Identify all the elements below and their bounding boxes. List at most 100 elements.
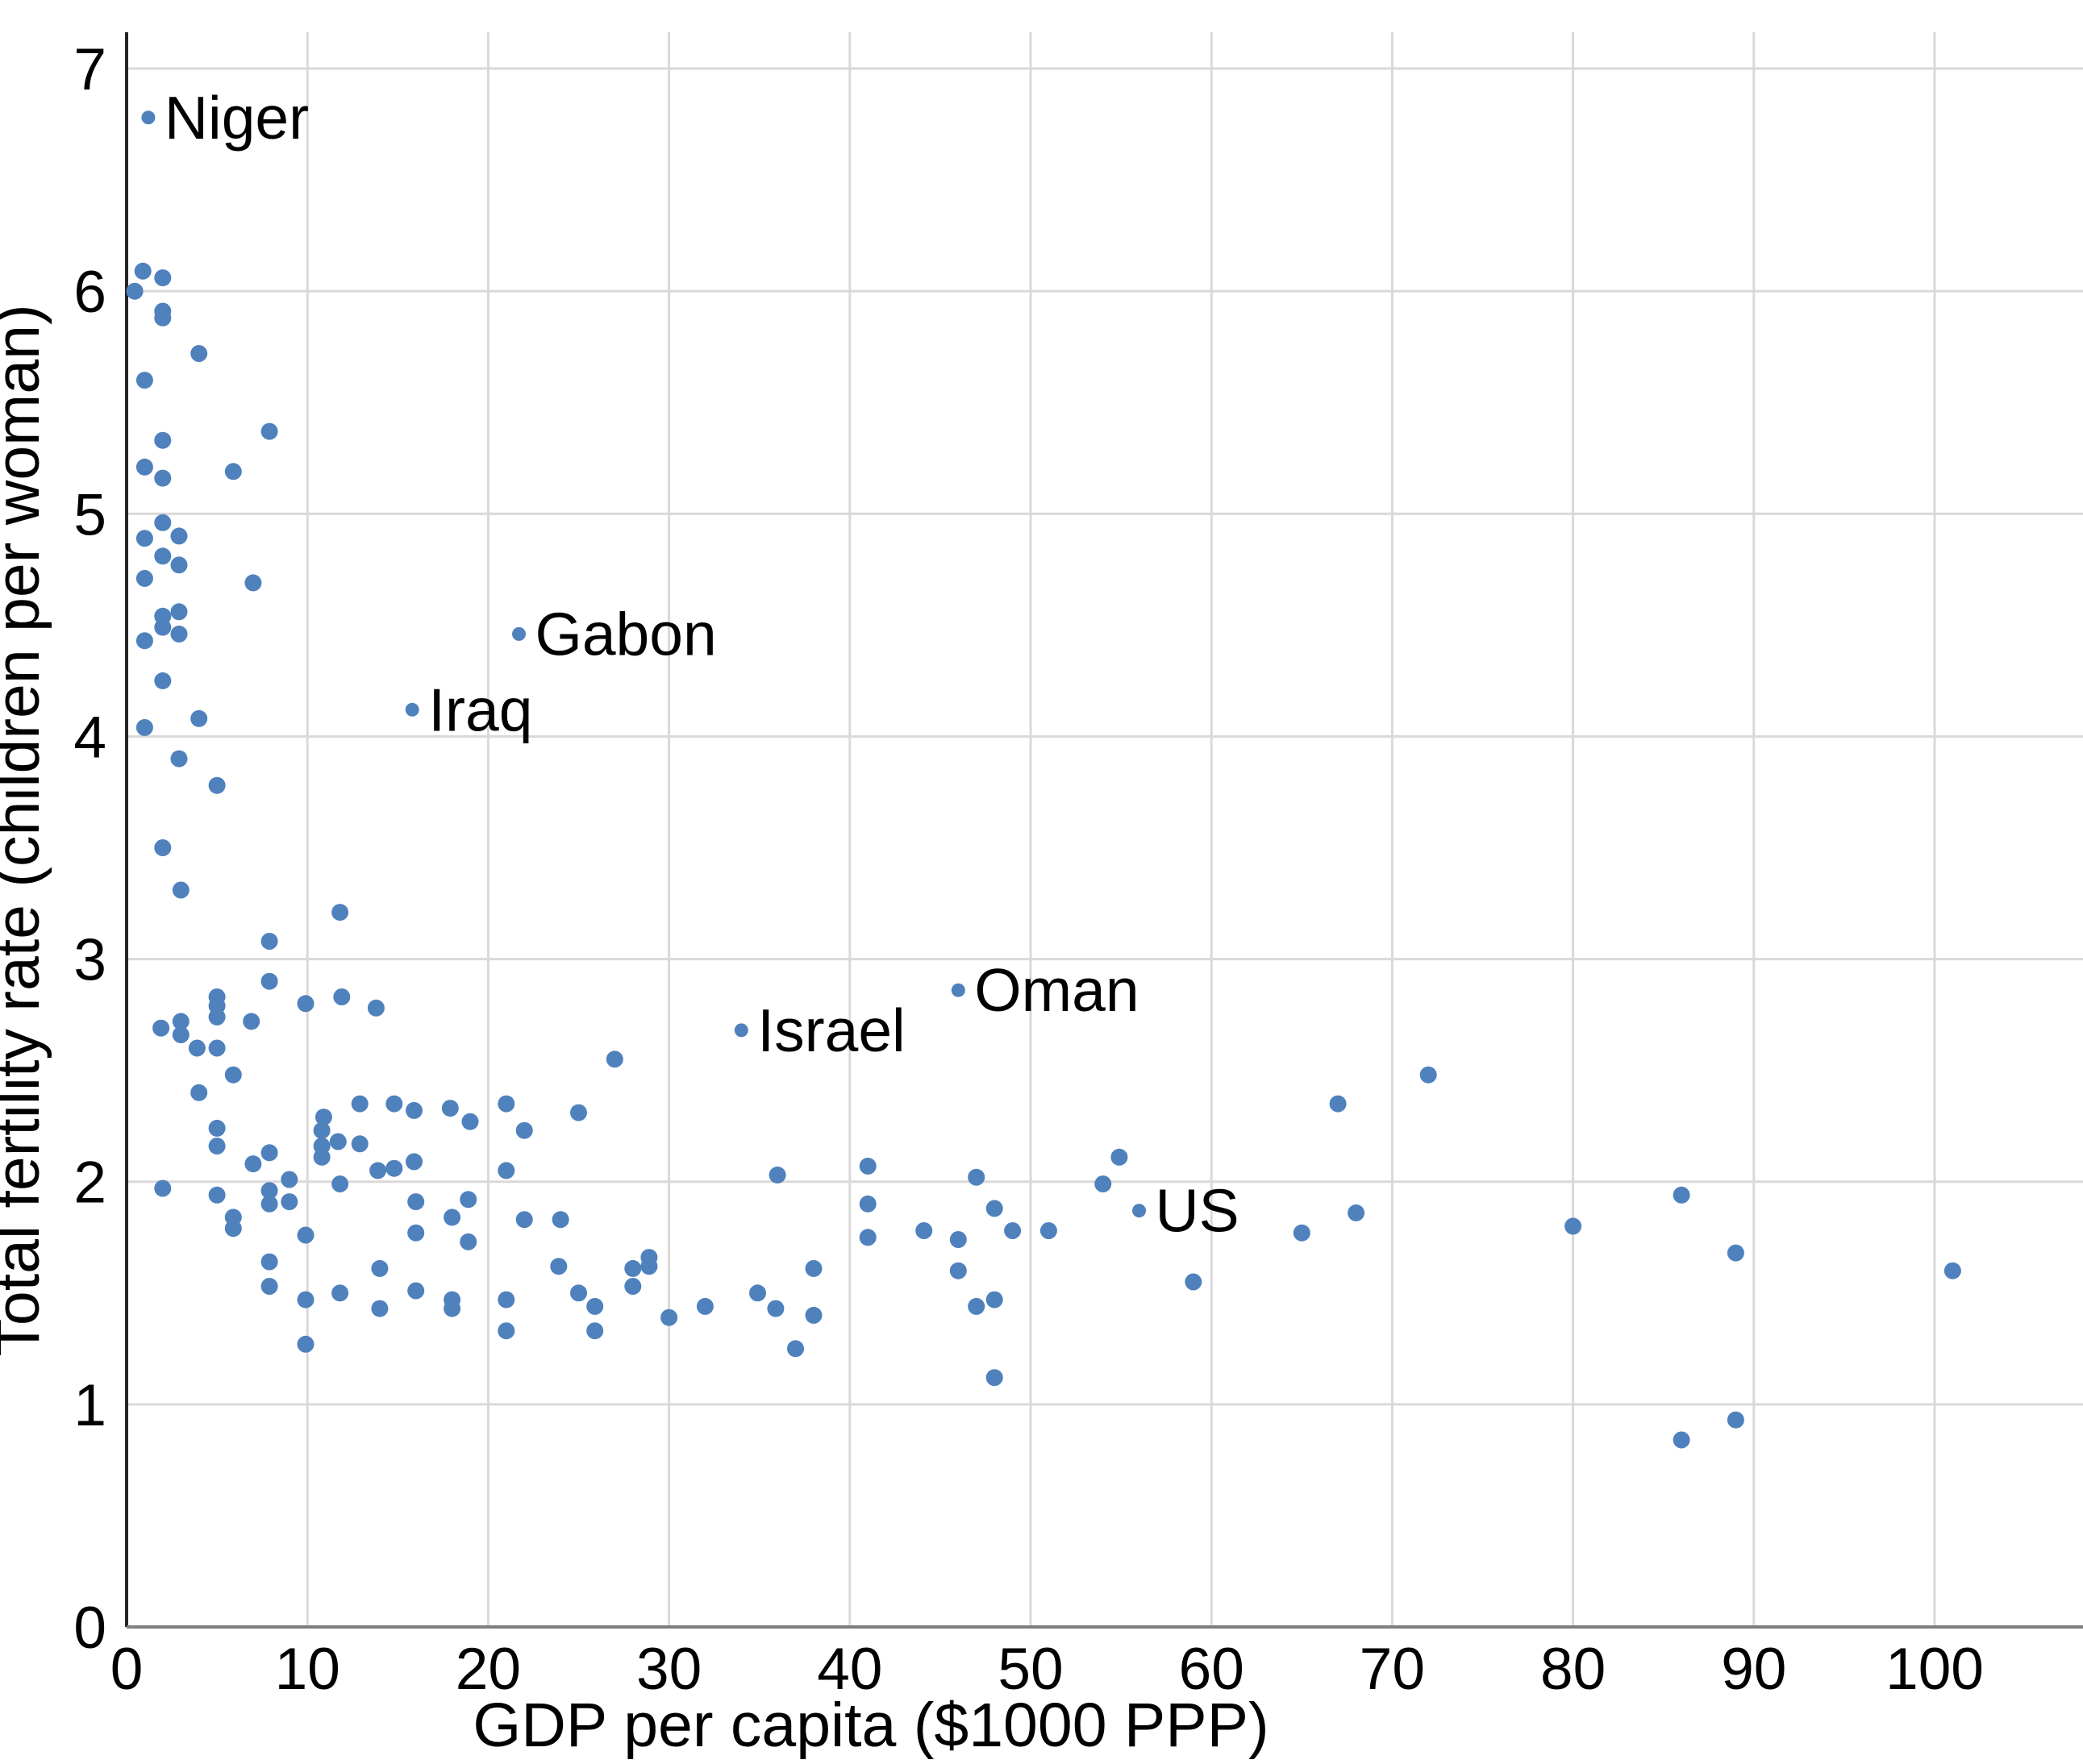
data-point [985, 1369, 1003, 1387]
data-point [208, 1039, 226, 1057]
data-point [1110, 1148, 1128, 1166]
y-tick-label: 5 [73, 482, 106, 547]
data-point [660, 1308, 678, 1326]
data-point [460, 1191, 477, 1209]
data-point [208, 1138, 226, 1155]
x-tick-label: 80 [1540, 1637, 1606, 1702]
y-tick-label: 1 [73, 1373, 106, 1438]
country-label-israel: Israel [757, 996, 905, 1064]
data-point [243, 1013, 260, 1030]
data-point [154, 618, 172, 636]
country-label-gabon: Gabon [535, 600, 717, 668]
country-label-oman: Oman [974, 956, 1139, 1024]
data-point [767, 1300, 785, 1317]
y-tick-label: 6 [73, 260, 106, 325]
data-point [460, 1233, 477, 1250]
y-tick-label: 4 [73, 705, 106, 770]
data-point [640, 1258, 658, 1275]
data-point [172, 1013, 190, 1030]
data-point [297, 1226, 315, 1244]
labeled-data-point [1132, 1204, 1146, 1218]
data-point [170, 750, 188, 768]
data-point [154, 1179, 172, 1197]
data-point [624, 1259, 642, 1277]
data-point [351, 1095, 369, 1113]
data-point [351, 1135, 369, 1153]
data-point [170, 527, 188, 545]
data-point [154, 672, 172, 689]
data-point [515, 1121, 533, 1139]
data-point [135, 718, 153, 736]
data-point [190, 709, 208, 727]
data-point [152, 1019, 170, 1037]
data-point [190, 345, 208, 362]
data-point [1039, 1222, 1057, 1239]
x-tick-label: 0 [110, 1637, 144, 1702]
country-label-niger: Niger [165, 84, 309, 152]
y-tick-label: 2 [73, 1150, 106, 1216]
data-point [407, 1282, 425, 1300]
data-point [260, 422, 278, 440]
data-point [949, 1231, 967, 1248]
data-point [313, 1148, 331, 1166]
y-tick-label: 7 [73, 37, 106, 102]
gridlines [127, 32, 2083, 1627]
data-point [170, 556, 188, 574]
data-point [260, 972, 278, 990]
data-point [787, 1340, 804, 1358]
data-point [208, 1186, 226, 1204]
data-point [915, 1222, 933, 1239]
data-point [224, 1066, 242, 1084]
data-point [260, 1144, 278, 1162]
data-point [1329, 1095, 1347, 1113]
data-point [190, 1084, 208, 1101]
data-point [172, 1026, 190, 1043]
data-point [550, 1258, 568, 1275]
data-point [498, 1322, 515, 1340]
x-tick-label: 30 [636, 1637, 702, 1702]
data-point [371, 1300, 389, 1317]
data-point [208, 776, 226, 794]
x-tick-label: 90 [1721, 1637, 1786, 1702]
data-point [586, 1322, 604, 1340]
data-point [172, 881, 190, 899]
data-point [441, 1100, 459, 1117]
data-point [208, 1119, 226, 1137]
data-point [260, 1253, 278, 1271]
data-point [134, 262, 152, 280]
data-point [188, 1039, 206, 1057]
data-point [985, 1291, 1003, 1308]
data-point [260, 1182, 278, 1200]
data-point [968, 1168, 985, 1186]
data-point [859, 1195, 877, 1213]
axes [125, 32, 2083, 1629]
labeled-data-point [734, 1023, 748, 1038]
data-point [1727, 1411, 1744, 1429]
data-point [126, 282, 144, 300]
data-point [859, 1157, 877, 1175]
data-point [1564, 1217, 1582, 1235]
data-point [371, 1259, 389, 1277]
x-tick-label: 70 [1360, 1637, 1425, 1702]
data-point [859, 1229, 877, 1246]
data-point [297, 1291, 315, 1308]
data-point [313, 1121, 331, 1139]
data-point [135, 530, 153, 547]
data-point [461, 1113, 479, 1130]
data-point [696, 1297, 714, 1315]
tick-labels: 0 10 20 30 40 50 60 70 80 90 100 0 1 2 3 4 5 6 7 [73, 37, 1984, 1702]
data-point [135, 632, 153, 650]
data-point [1727, 1244, 1744, 1262]
x-axis-title: GDP per capita ($1000 PPP) [473, 1691, 1269, 1760]
data-point [333, 988, 351, 1005]
data-point [154, 547, 172, 565]
y-axis-title: Total fertility rate (children per woman… [0, 304, 52, 1356]
y-tick-label: 3 [73, 928, 106, 993]
data-point [154, 269, 172, 287]
data-point [570, 1284, 587, 1302]
data-point [224, 463, 242, 481]
data-point [805, 1306, 823, 1324]
data-point [315, 1109, 332, 1126]
